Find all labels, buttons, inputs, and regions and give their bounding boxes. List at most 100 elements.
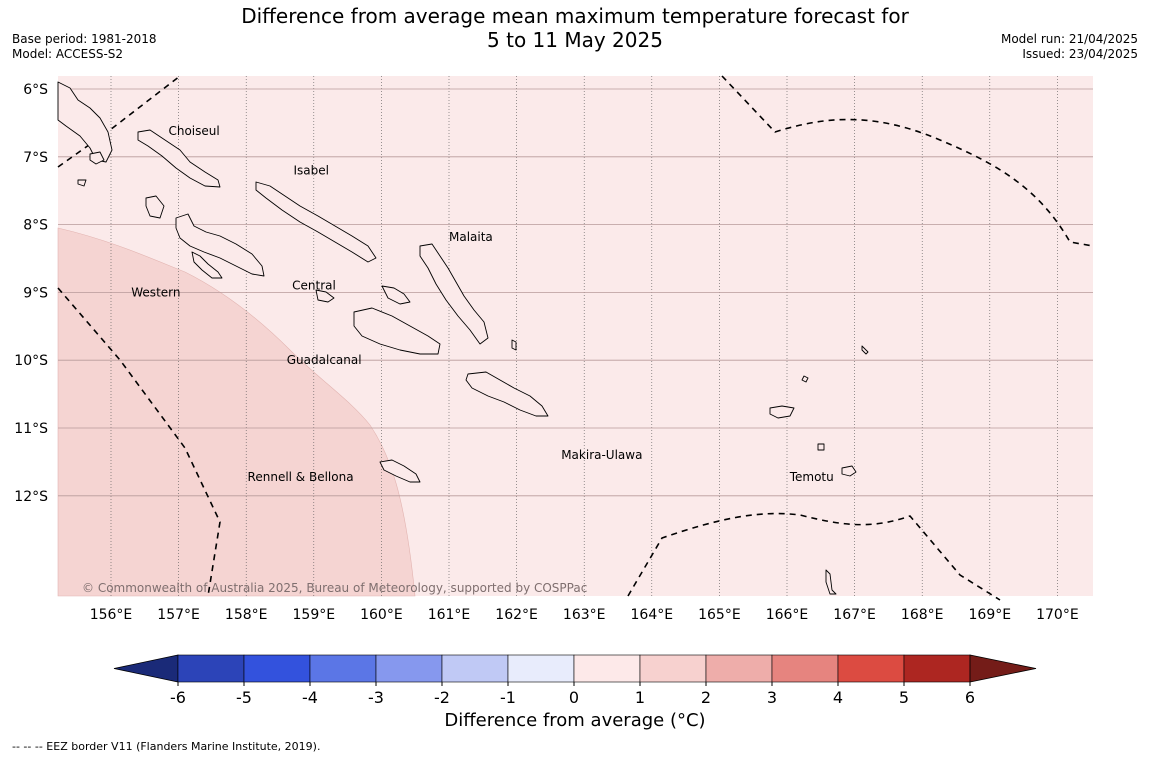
island-ulawa	[511, 339, 517, 351]
colorbar-cells	[113, 654, 1037, 683]
colorbar-cell	[309, 654, 377, 683]
region-label: Malaita	[449, 230, 493, 244]
island-malaita	[419, 243, 489, 345]
colorbar-cell	[177, 654, 245, 683]
latitude-label: 12°S	[14, 489, 48, 505]
island-bougainville	[57, 81, 113, 163]
colorbar-tick-label: -5	[236, 688, 252, 707]
map: Choiseul Isabel Malaita Central Western Guada…	[14, 75, 1094, 623]
colorbar-tick-label: 4	[833, 688, 843, 707]
latitude-label: 11°S	[14, 421, 48, 437]
latitude-labels: 6°S 7°S 8°S 9°S 10°S 11°S 12°S	[14, 82, 48, 505]
footnote: -- -- -- EEZ border V11 (Flanders Marine…	[12, 740, 321, 753]
colorbar-cell	[903, 654, 971, 683]
latitude-label: 9°S	[23, 285, 48, 301]
title-line-1: Difference from average mean maximum tem…	[241, 4, 909, 28]
longitude-label: 158°E	[225, 607, 268, 623]
graticule	[58, 76, 1093, 596]
latitude-label: 10°S	[14, 353, 48, 369]
colorbar-tick-label: -1	[500, 688, 516, 707]
model-name: Model: ACCESS-S2	[12, 47, 124, 61]
issued-date: Issued: 23/04/2025	[1022, 47, 1138, 61]
longitude-label: 163°E	[563, 607, 606, 623]
colorbar-cell	[243, 654, 311, 683]
longitude-label: 168°E	[901, 607, 944, 623]
colorbar-extension-low	[113, 654, 179, 683]
island-tikopia	[817, 443, 825, 451]
island-santa-cruz	[769, 405, 795, 419]
latitude-label: 6°S	[23, 82, 48, 98]
title-line-2: 5 to 11 May 2025	[487, 28, 663, 52]
island-vanikoro	[841, 465, 857, 477]
colorbar-tick-label: -4	[302, 688, 318, 707]
eez-line-nw	[57, 75, 181, 168]
colorbar-cell	[639, 654, 707, 683]
longitude-label: 159°E	[293, 607, 336, 623]
longitude-label: 161°E	[428, 607, 471, 623]
colorbar-tick-label: 0	[569, 688, 579, 707]
latitude-label: 8°S	[23, 218, 48, 234]
region-labels: Choiseul Isabel Malaita Central Western Guada…	[131, 124, 833, 484]
island-ontong-java-1	[77, 179, 87, 187]
longitude-label: 169°E	[969, 607, 1012, 623]
colorbar-tick-label: 3	[767, 688, 777, 707]
colorbar-cell	[507, 654, 575, 683]
anomaly-region-1-2	[57, 227, 416, 597]
colorbar-tick-label: -6	[170, 688, 186, 707]
colorbar-label: Difference from average (°C)	[444, 710, 706, 731]
region-label: Makira-Ulawa	[561, 448, 642, 462]
island-vella-lavella	[145, 195, 165, 219]
island-rennell	[379, 459, 421, 483]
region-label: Guadalcanal	[287, 353, 362, 367]
region-label: Temotu	[789, 470, 834, 484]
longitude-label: 162°E	[495, 607, 538, 623]
colorbar-tick-label: 6	[965, 688, 975, 707]
island-anuta	[825, 569, 837, 595]
longitude-labels: 156°E 157°E 158°E 159°E 160°E 161°E 162°E 163°E…	[90, 607, 1079, 623]
base-period: Base period: 1981-2018	[12, 32, 157, 46]
island-shortland	[89, 151, 105, 165]
region-label: Central	[292, 279, 336, 293]
longitude-label: 165°E	[698, 607, 741, 623]
colorbar-tick-label: -3	[368, 688, 384, 707]
eez-line-se	[627, 512, 1001, 601]
colorbar-tick-label: -2	[434, 688, 450, 707]
longitude-label: 157°E	[157, 607, 200, 623]
longitude-label: 164°E	[631, 607, 674, 623]
eez-borders	[57, 75, 1094, 601]
coastlines	[57, 81, 869, 595]
region-label: Western	[131, 285, 180, 299]
latitude-label: 7°S	[23, 150, 48, 166]
colorbar-tick-label: 1	[635, 688, 645, 707]
longitude-label: 170°E	[1036, 607, 1079, 623]
island-ranongga	[191, 251, 223, 279]
colorbar-cell	[441, 654, 509, 683]
colorbar-cell	[771, 654, 839, 683]
colorbar-cell	[573, 654, 641, 683]
region-label: Isabel	[294, 163, 329, 177]
island-guadalcanal	[353, 307, 441, 355]
model-run: Model run: 21/04/2025	[1000, 32, 1138, 46]
eez-line-sw	[57, 287, 221, 597]
colorbar-cell	[705, 654, 773, 683]
island-nggela	[381, 285, 411, 305]
longitude-label: 156°E	[90, 607, 133, 623]
island-choiseul	[137, 129, 221, 188]
longitude-label: 160°E	[360, 607, 403, 623]
copyright-notice: © Commonwealth of Australia 2025, Bureau…	[82, 581, 587, 595]
island-russell	[315, 289, 335, 303]
colorbar-cell	[375, 654, 443, 683]
colorbar-tick-label: 5	[899, 688, 909, 707]
colorbar-extension-high	[969, 654, 1037, 683]
island-isabel	[255, 181, 377, 263]
region-label: Choiseul	[168, 124, 219, 138]
colorbar: -6 -5 -4 -3 -2 -1 0 1 2 3 4 5 6	[113, 654, 1037, 707]
island-makira	[465, 371, 549, 417]
island-reef-islands	[801, 375, 809, 383]
region-label: Rennell & Bellona	[248, 470, 354, 484]
eez-line-ne	[721, 75, 1094, 247]
colorbar-ticks: -6 -5 -4 -3 -2 -1 0 1 2 3 4 5 6	[170, 682, 975, 707]
longitude-label: 166°E	[766, 607, 809, 623]
island-new-georgia	[175, 213, 265, 277]
colorbar-tick-label: 2	[701, 688, 711, 707]
